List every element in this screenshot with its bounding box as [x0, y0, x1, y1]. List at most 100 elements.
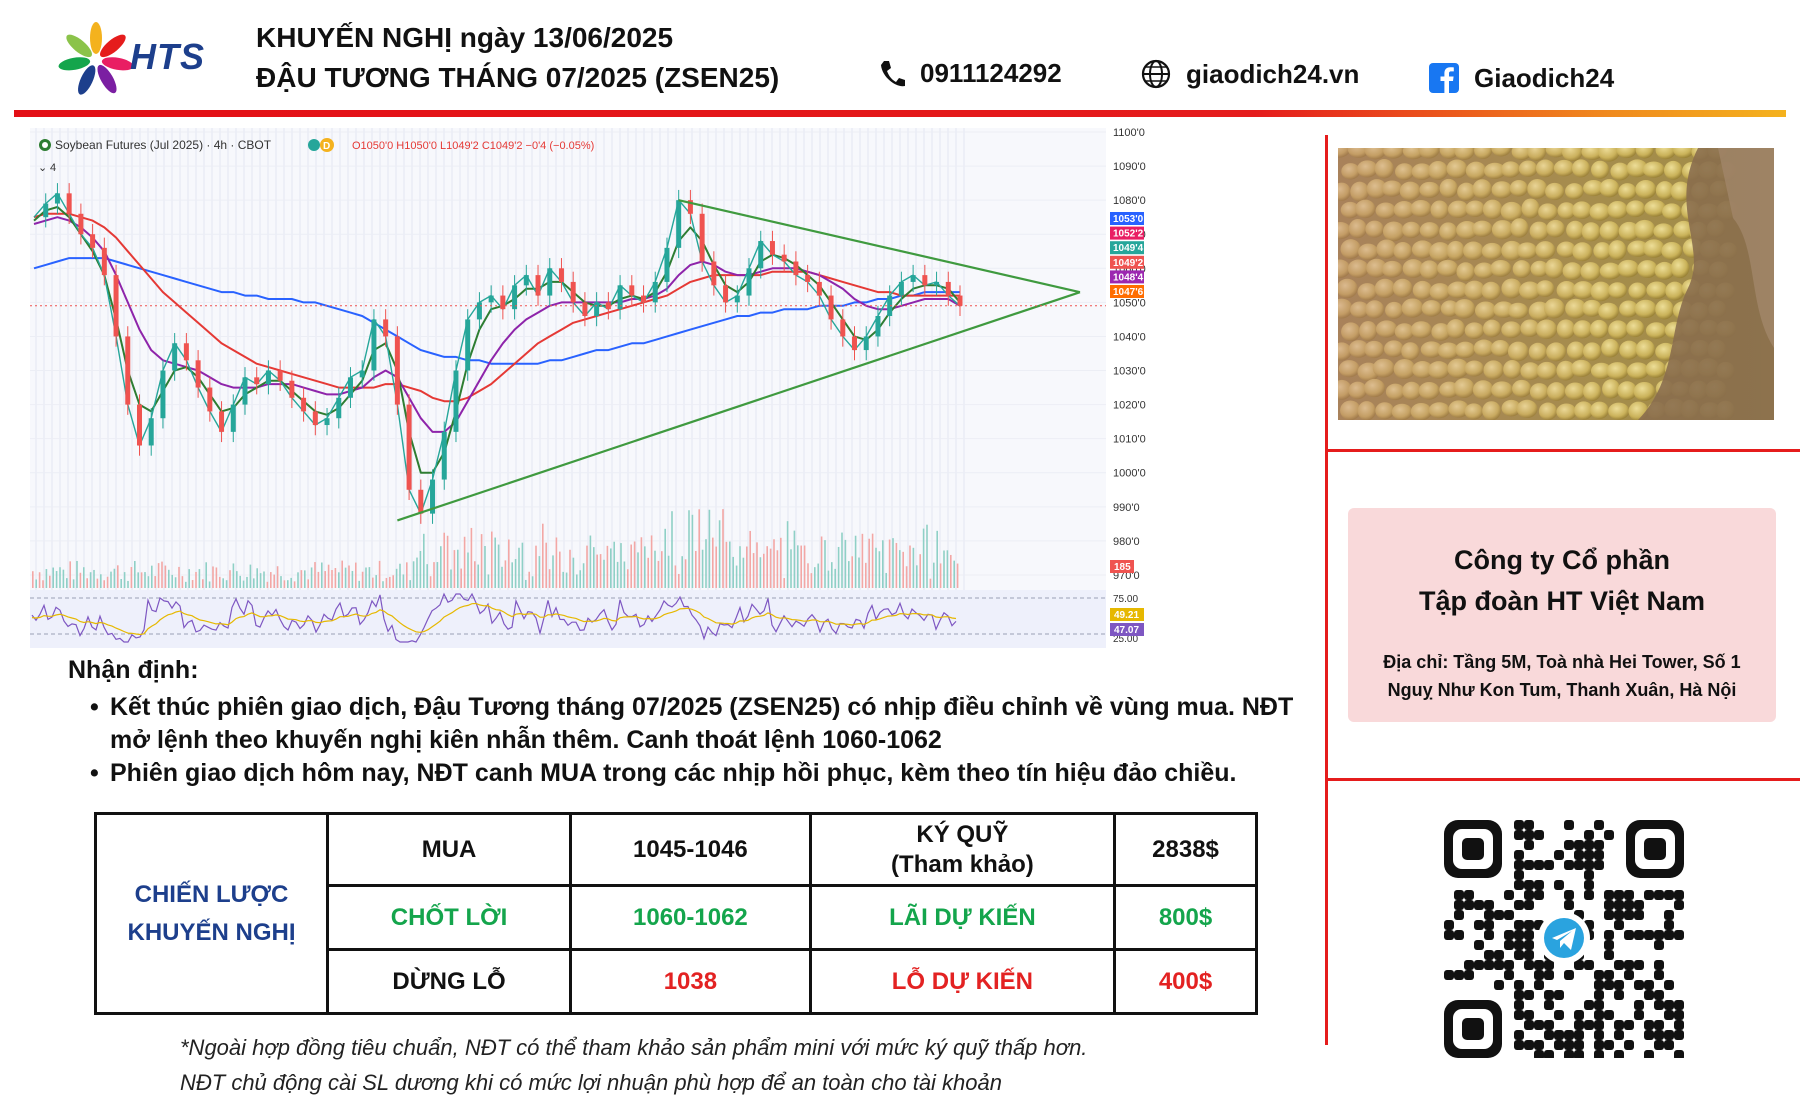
price-chart-svg: Soybean Futures (Jul 2025) · 4h · CBOT D… [30, 128, 1146, 648]
contact-phone[interactable]: 0911124292 [878, 58, 1062, 89]
price-chart[interactable]: Soybean Futures (Jul 2025) · 4h · CBOT D… [30, 128, 1320, 654]
qr-module [1624, 1040, 1634, 1050]
volume-bar [55, 571, 58, 588]
volume-bar [739, 546, 741, 588]
volume-bar [317, 571, 320, 588]
contact-website[interactable]: giaodich24.vn [1140, 58, 1359, 90]
candle-body [582, 302, 588, 316]
company-address-line-1: Địa chỉ: Tầng 5M, Toà nhà Hei Tower, Số … [1383, 652, 1741, 672]
y-tick-label: 1050'0 [1113, 297, 1146, 309]
qr-module [1494, 950, 1504, 960]
qr-module [1614, 890, 1624, 900]
volume-bar [259, 573, 262, 588]
volume-bar [956, 563, 959, 588]
footnote: *Ngoài hợp đồng tiêu chuẩn, NĐT có thể t… [180, 1030, 1240, 1100]
volume-bar [630, 544, 632, 588]
qr-module [1604, 930, 1614, 940]
volume-bar [59, 567, 61, 588]
margin-label-line-2: (Tham khảo) [891, 850, 1034, 878]
qr-module [1494, 910, 1504, 920]
candle-body [43, 203, 49, 218]
volume-bar [688, 510, 690, 588]
volume-bar [83, 567, 85, 588]
strategy-table: CHIẾN LƯỢC KHUYẾN NGHỊ MUA 1045-1046 KÝ … [94, 812, 1258, 1015]
volume-bar [525, 579, 527, 588]
qr-module [1644, 1030, 1654, 1040]
candle-body [160, 370, 166, 419]
volume-bar [446, 535, 449, 588]
collapse-toggle[interactable]: ⌄ [38, 162, 47, 174]
volume-bar [429, 576, 432, 588]
qr-module [1524, 830, 1534, 840]
volume-bar [953, 560, 955, 588]
qr-module [1514, 880, 1524, 890]
qr-module [1514, 950, 1524, 960]
qr-module [1474, 900, 1484, 910]
qr-module [1644, 1050, 1654, 1060]
phone-number[interactable]: 0911124292 [920, 58, 1062, 88]
volume-bar [225, 580, 228, 588]
take-profit-price: 1060-1062 [569, 884, 812, 951]
qr-module [1564, 840, 1574, 850]
qr-module [1604, 940, 1614, 950]
qr-module [1584, 830, 1594, 840]
volume-bar [858, 557, 860, 588]
qr-module [1564, 820, 1574, 830]
qr-module [1574, 1050, 1584, 1060]
volume-bar [882, 540, 884, 588]
volume-bar [375, 575, 377, 588]
qr-module [1514, 990, 1524, 1000]
qr-module [1634, 1000, 1644, 1010]
qr-module [1664, 910, 1674, 920]
volume-bar [790, 549, 792, 588]
volume-bar [372, 577, 374, 588]
qr-module [1674, 1000, 1684, 1010]
volume-bar [531, 576, 534, 588]
volume-bar [249, 564, 252, 588]
expected-profit-label: LÃI DỰ KIẾN [808, 884, 1117, 951]
qr-module [1484, 950, 1494, 960]
price-axis[interactable]: 1100'01090'01080'01070'01060'01050'01040… [1113, 128, 1146, 582]
volume-bar [256, 568, 258, 588]
qr-module [1614, 910, 1624, 920]
qr-module [1444, 930, 1454, 940]
qr-module [1624, 900, 1634, 910]
qr-module [1514, 920, 1524, 930]
volume-bar [341, 560, 343, 588]
volume-bar [579, 570, 581, 588]
volume-bar [389, 576, 391, 588]
volume-bar [538, 556, 541, 588]
contact-facebook[interactable]: Giaodich24 [1428, 62, 1614, 94]
volume-bar [35, 579, 37, 588]
qr-module [1594, 820, 1604, 830]
volume-bar [871, 533, 874, 588]
volume-bar [786, 521, 789, 588]
qr-module [1524, 1020, 1534, 1030]
candle-body [793, 261, 799, 276]
telegram-qr-code[interactable] [1444, 820, 1684, 1060]
qr-module [1504, 930, 1514, 940]
volume-bar [208, 581, 211, 588]
volume-bar [763, 553, 765, 588]
trendline-lower [397, 291, 1081, 522]
indicator-count[interactable]: 4 [50, 162, 56, 174]
volume-bar [239, 575, 241, 588]
qr-module [1674, 1020, 1684, 1030]
qr-code-image [1444, 820, 1684, 1060]
qr-module [1554, 990, 1564, 1000]
candle-body [148, 418, 154, 446]
y-tick-label: 1090'0 [1113, 161, 1146, 173]
candle-body [922, 275, 928, 286]
volume-bar [130, 567, 133, 588]
website-link[interactable]: giaodich24.vn [1186, 58, 1360, 89]
volume-bar [491, 531, 493, 588]
volume-bar [742, 557, 745, 588]
volume-bar [518, 547, 520, 588]
volume-bar [480, 534, 483, 588]
volume-bar [735, 565, 738, 588]
candle-body [641, 295, 647, 303]
facebook-link[interactable]: Giaodich24 [1474, 62, 1615, 93]
volume-bar [423, 533, 425, 588]
candle-body [289, 380, 295, 398]
series-layer [33, 183, 963, 524]
